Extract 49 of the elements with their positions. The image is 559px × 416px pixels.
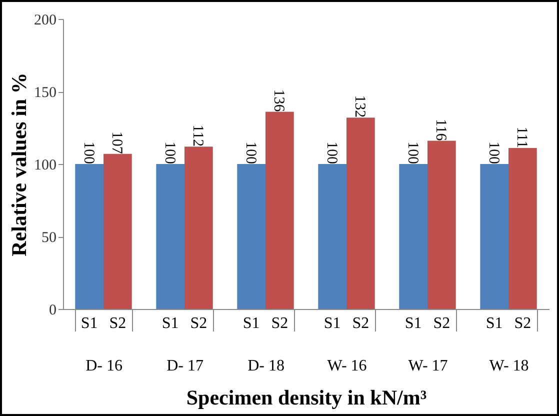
x-tick-label: W- 18	[489, 358, 529, 374]
bar	[399, 164, 428, 309]
data-label: 100	[161, 142, 178, 164]
y-tick-label: 150	[34, 85, 56, 101]
text: S2	[271, 315, 288, 332]
text: S1	[162, 315, 179, 332]
y-axis-title: Relative values in %	[7, 72, 31, 256]
text: S1	[324, 315, 341, 332]
x-axis-title: Specimen density in kN/m³	[186, 386, 427, 410]
bar	[156, 164, 184, 309]
series-label: S2	[109, 315, 126, 332]
data-label: 100	[80, 142, 96, 164]
text: S2	[190, 315, 208, 332]
bar	[237, 164, 266, 309]
data-label: 100	[404, 142, 420, 164]
y-tick-label: 50	[42, 230, 56, 246]
text: S2	[514, 315, 532, 332]
y-tick-label: 100	[34, 158, 56, 174]
data-label: 107	[108, 131, 125, 154]
bar	[428, 140, 456, 309]
x-tick-label: W- 17	[408, 358, 448, 374]
data-label: 112	[190, 124, 206, 147]
x-tick-label: D- 17	[166, 358, 204, 374]
series-label: S1	[80, 315, 98, 332]
text: S2	[433, 315, 450, 332]
text: S1	[404, 315, 422, 332]
y-tick-label: 200	[34, 12, 56, 28]
data-label: 100	[485, 142, 502, 164]
bar	[75, 164, 104, 309]
data-label: 132	[352, 95, 368, 118]
data-label: 100	[242, 142, 258, 164]
text: S1	[486, 315, 503, 332]
data-label: 116	[432, 118, 449, 142]
bar	[480, 164, 508, 309]
bar	[508, 148, 537, 309]
bar	[346, 118, 375, 309]
bar	[266, 112, 294, 309]
data-label: 136	[270, 89, 287, 112]
x-tick-label: W- 16	[327, 358, 367, 374]
bar	[318, 164, 346, 309]
data-label: 111	[514, 126, 530, 148]
text: S2	[352, 315, 370, 332]
bar	[104, 154, 132, 309]
x-tick-label: D- 18	[248, 358, 284, 374]
bar	[184, 146, 213, 309]
y-tick-label: 0	[49, 302, 56, 318]
x-tick-label: D- 16	[86, 358, 122, 374]
text: S1	[242, 315, 260, 332]
data-label: 100	[323, 142, 340, 164]
